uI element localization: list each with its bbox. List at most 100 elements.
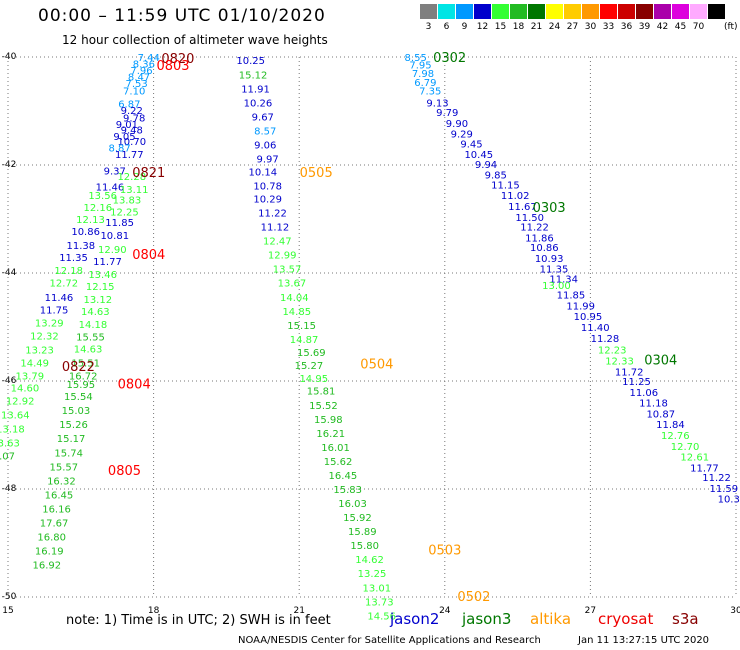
lon-tick-label: 18: [148, 606, 160, 616]
wave-height-value: 15.26: [59, 420, 88, 431]
track-time-label: 0822: [62, 360, 95, 375]
wave-height-value: 10.14: [248, 167, 277, 178]
wave-height-value: 15.92: [343, 513, 372, 524]
wave-height-value: 12.18: [54, 266, 83, 277]
wave-height-value: 12.16: [83, 203, 112, 214]
wave-height-value: 13.67: [278, 279, 307, 290]
wave-height-value: 7.10: [123, 86, 145, 97]
track-time-label: 0505: [300, 166, 333, 181]
wave-height-value: 11.38: [66, 241, 95, 252]
wave-height-value: 12.32: [30, 332, 59, 343]
wave-height-value: 11.50: [515, 213, 544, 224]
wave-height-value: 11.22: [520, 223, 549, 234]
wave-height-value: 12.72: [49, 279, 78, 290]
wave-height-value: 14.87: [290, 335, 319, 346]
lon-tick-label: 27: [585, 606, 596, 616]
wave-height-value: 9.29: [451, 130, 473, 141]
legend-swatch: [654, 4, 671, 19]
track-time-label: 0804: [118, 378, 151, 393]
wave-height-value: 9.67: [252, 112, 274, 123]
wave-height-value: 17.67: [40, 518, 69, 529]
track-time-label: 0304: [644, 353, 677, 368]
wave-height-value: 12.92: [6, 396, 35, 407]
legend-label: 70: [692, 22, 705, 32]
wave-height-value: 8.47: [128, 72, 150, 83]
lon-tick-label: 21: [293, 606, 304, 616]
wave-height-value: 11.22: [258, 209, 287, 220]
legend-label: 33: [602, 22, 615, 32]
legend-label: 12: [476, 22, 489, 32]
wave-height-value: 11.59: [710, 484, 739, 495]
legend-swatch: [492, 4, 509, 19]
wave-height-value: 12.76: [661, 431, 690, 442]
wave-height-value: 16.80: [37, 533, 66, 544]
wave-height-value: 10.81: [100, 231, 129, 242]
wave-height-value: 9.05: [113, 132, 135, 143]
wave-height-value: 11.91: [241, 84, 270, 95]
wave-height-value: 9.22: [121, 106, 143, 117]
wave-height-value: 11.77: [115, 150, 144, 161]
wave-height-value: 9.48: [121, 125, 143, 136]
legend-label: 27: [566, 22, 579, 32]
legend-swatch: [618, 4, 635, 19]
legend-label: 36: [620, 22, 633, 32]
track-time-label: 0803: [156, 59, 189, 74]
wave-height-value: 9.90: [446, 119, 468, 130]
wave-height-value: 16.45: [45, 490, 74, 501]
wave-height-value: 8.87: [108, 144, 130, 155]
legend-swatch: [636, 4, 653, 19]
legend-label: 18: [512, 22, 525, 32]
wave-height-value: 12.28: [117, 172, 146, 183]
wave-height-value: 15.52: [309, 401, 338, 412]
wave-height-value: 15.69: [297, 348, 326, 359]
legend-swatch: [510, 4, 527, 19]
wave-height-value: 11.28: [591, 334, 620, 345]
wave-height-value: 11.72: [615, 367, 644, 378]
wave-height-value: 11.99: [566, 301, 595, 312]
wave-height-value: 12.33: [605, 356, 634, 367]
wave-height-value: 11.46: [96, 183, 125, 194]
wave-height-value: 11.67: [508, 202, 537, 213]
wave-height-value: 10.87: [646, 409, 675, 420]
lat-tick-label: -44: [2, 268, 17, 278]
wave-height-value: 9.13: [426, 98, 448, 109]
lat-tick-label: -48: [2, 484, 17, 494]
legend-swatch: [438, 4, 455, 19]
legend-swatch: [690, 4, 707, 19]
wave-height-value: 15.15: [287, 321, 316, 332]
lat-tick-label: -40: [2, 52, 17, 62]
track-time-label: 0821: [132, 166, 165, 181]
satellite-s3a: s3a: [672, 610, 699, 628]
legend-label: 3: [425, 22, 432, 32]
wave-height-value: 14.18: [79, 320, 108, 331]
wave-height-value: 12.99: [268, 251, 297, 262]
wave-height-value: 13.00: [542, 281, 571, 292]
wave-height-value: 13.57: [273, 265, 302, 276]
wave-height-value: 12.13: [76, 215, 105, 226]
wave-height-value: 10.3: [718, 495, 740, 506]
wave-height-value: 10.93: [535, 254, 564, 265]
wave-height-value: 10.78: [253, 182, 282, 193]
wave-height-value: 13.79: [16, 372, 45, 383]
wave-height-value: 11.84: [656, 420, 685, 431]
wave-height-value: 10.95: [574, 312, 603, 323]
wave-height-value: 13.25: [358, 569, 387, 580]
wave-height-value: 12.25: [110, 207, 139, 218]
wave-height-value: 10.25: [236, 56, 265, 67]
credit-text: NOAA/NESDIS Center for Satellite Applica…: [238, 635, 541, 646]
wave-height-value: 15.03: [62, 406, 91, 417]
wave-height-value: 12.23: [598, 346, 627, 357]
wave-height-value: 13.83: [113, 196, 142, 207]
wave-height-value: 12.15: [86, 282, 115, 293]
lon-tick-label: 30: [730, 606, 740, 616]
wave-height-value: 6.79: [414, 78, 436, 89]
wave-height-value: 11.25: [622, 377, 651, 388]
wave-height-value: 9.06: [254, 140, 276, 151]
wave-height-value: 11.35: [59, 253, 88, 264]
wave-height-value: 16.72: [69, 372, 98, 383]
wave-height-value: 11.22: [702, 473, 731, 484]
wave-height-value: 9.79: [436, 108, 458, 119]
wave-height-value: 7.44: [138, 53, 160, 64]
wave-height-value: 10.86: [530, 243, 559, 254]
